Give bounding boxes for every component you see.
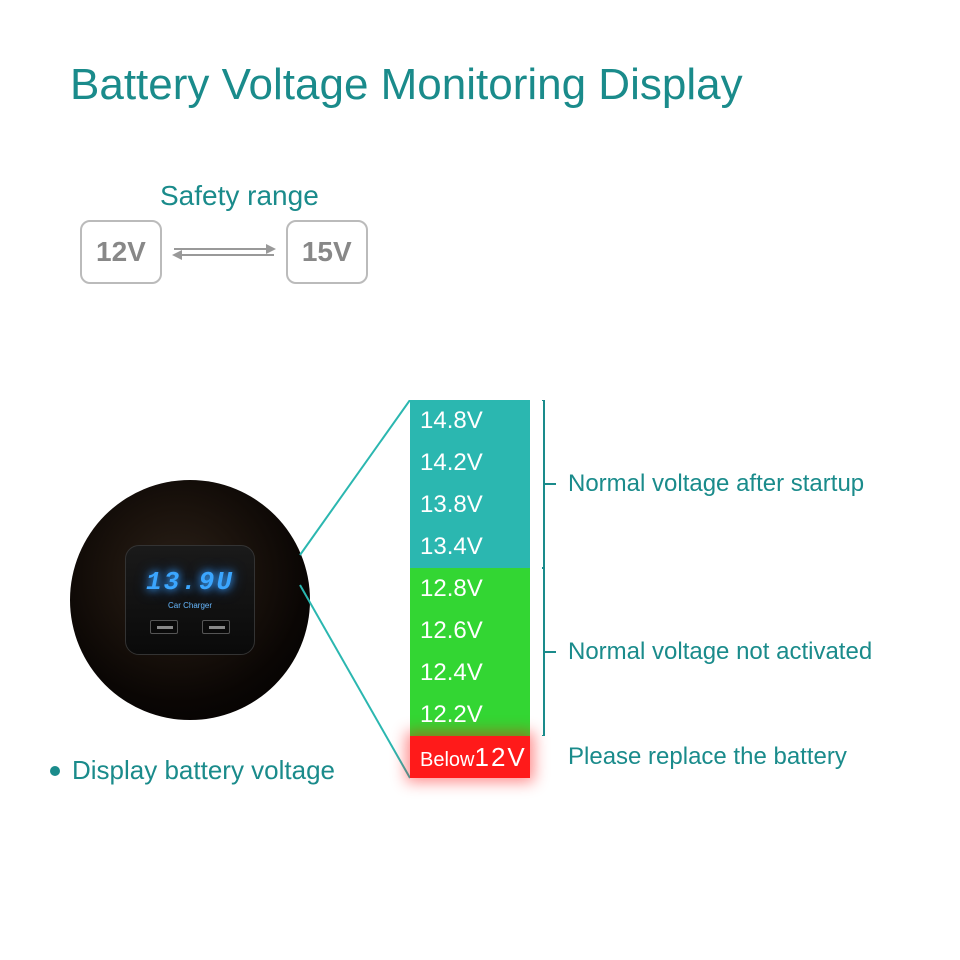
usb-port-icon [150, 620, 178, 634]
table-row: 14.2V [410, 442, 530, 484]
group-label-notactivated: Normal voltage not activated [568, 638, 872, 666]
usb-ports [150, 620, 230, 634]
bracket-group-replace: Please replace the battery [542, 736, 847, 778]
voltage-table: 14.8V 14.2V 13.8V 13.4V 12.8V 12.6V 12.4… [410, 400, 530, 778]
below-value: 12V [474, 742, 526, 772]
table-row: Below12V [410, 736, 530, 778]
device-caption: Display battery voltage [72, 755, 335, 786]
bracket-icon [542, 568, 562, 736]
table-row: 12.4V [410, 652, 530, 694]
safety-high-box: 15V [286, 220, 368, 284]
page-title: Battery Voltage Monitoring Display [70, 60, 743, 110]
device-photo: 13.9U Car Charger [70, 480, 310, 720]
safety-low-box: 12V [80, 220, 162, 284]
table-row: 12.8V [410, 568, 530, 610]
safety-low-value: 12V [96, 236, 146, 267]
arrow-left-icon [174, 254, 274, 256]
group-label-startup: Normal voltage after startup [568, 470, 864, 498]
device-face: 13.9U Car Charger [125, 545, 255, 655]
led-reading: 13.9U [146, 567, 234, 597]
bracket-icon [542, 400, 562, 568]
below-prefix: Below [420, 749, 474, 771]
bracket-group-notactivated: Normal voltage not activated [542, 568, 872, 736]
table-row: 13.8V [410, 484, 530, 526]
arrow-right-icon [174, 248, 274, 250]
device-caption-row: Display battery voltage [50, 755, 335, 786]
safety-range-label: Safety range [160, 180, 319, 212]
table-row: 12.2V [410, 694, 530, 736]
table-row: 12.6V [410, 610, 530, 652]
safety-high-value: 15V [302, 236, 352, 267]
group-label-replace: Please replace the battery [568, 743, 847, 771]
bracket-group-startup: Normal voltage after startup [542, 400, 864, 568]
bullet-icon [50, 766, 60, 776]
table-row: 14.8V [410, 400, 530, 442]
range-arrows-icon [174, 248, 274, 256]
safety-range: 12V 15V [80, 220, 368, 284]
usb-port-icon [202, 620, 230, 634]
table-row: 13.4V [410, 526, 530, 568]
device-sublabel: Car Charger [168, 601, 212, 610]
